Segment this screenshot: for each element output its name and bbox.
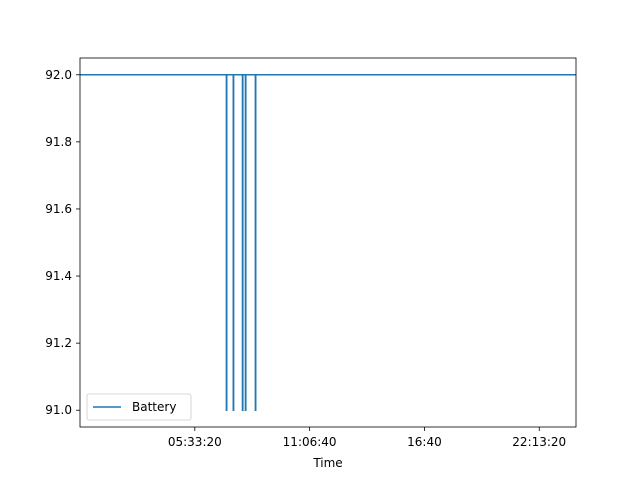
legend-label: Battery (132, 400, 176, 414)
legend: Battery (86, 393, 192, 421)
x-tick-label: 11:06:40 (283, 435, 337, 449)
axes-border (79, 57, 577, 428)
y-tick-label: 91.8 (45, 135, 72, 149)
y-tick-label: 91.6 (45, 202, 72, 216)
x-tick-label: 16:40 (407, 435, 442, 449)
axes-frame (79, 57, 577, 428)
y-tick-label: 92.0 (45, 68, 72, 82)
x-tick-label: 05:33:20 (168, 435, 222, 449)
x-tick-label: 22:13:20 (512, 435, 566, 449)
x-axis-title: Time (312, 456, 342, 470)
series-line-battery (80, 74, 576, 411)
y-tick-label: 91.2 (45, 336, 72, 350)
y-axis: 91.0 91.2 91.4 91.6 91.8 92.0 (45, 68, 80, 417)
legend-box (86, 393, 192, 421)
x-axis: 05:33:20 11:06:40 16:40 22:13:20 (168, 427, 566, 449)
plot-area (80, 74, 576, 411)
y-tick-label: 91.4 (45, 269, 72, 283)
y-tick-label: 91.0 (45, 403, 72, 417)
